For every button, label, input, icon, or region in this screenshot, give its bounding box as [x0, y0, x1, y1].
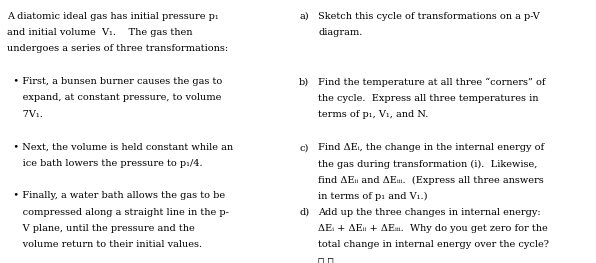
Text: Add up the three changes in internal energy:: Add up the three changes in internal ene…: [318, 208, 541, 217]
Text: total change in internal energy over the cycle?: total change in internal energy over the…: [318, 240, 550, 249]
Text: a): a): [299, 12, 309, 21]
Text: Sketch this cycle of transformations on a p-V: Sketch this cycle of transformations on …: [318, 12, 540, 21]
Text: Find the temperature at all three “corners” of: Find the temperature at all three “corne…: [318, 78, 546, 87]
Text: • Finally, a water bath allows the gas to be: • Finally, a water bath allows the gas t…: [7, 191, 225, 200]
Text: A diatomic ideal gas has initial pressure p₁: A diatomic ideal gas has initial pressur…: [7, 12, 219, 21]
Text: the cycle.  Express all three temperatures in: the cycle. Express all three temperature…: [318, 94, 539, 103]
Text: 7V₁.: 7V₁.: [7, 110, 43, 119]
Text: volume return to their initial values.: volume return to their initial values.: [7, 240, 202, 249]
Text: find ΔEᵢᵢ and ΔEᵢᵢᵢ.  (Express all three answers: find ΔEᵢᵢ and ΔEᵢᵢᵢ. (Express all three …: [318, 176, 544, 185]
Text: terms of p₁, V₁, and N.: terms of p₁, V₁, and N.: [318, 110, 429, 119]
Text: expand, at constant pressure, to volume: expand, at constant pressure, to volume: [7, 93, 222, 102]
Text: compressed along a straight line in the p-: compressed along a straight line in the …: [7, 208, 229, 216]
Text: • Next, the volume is held constant while an: • Next, the volume is held constant whil…: [7, 142, 233, 151]
Text: undergoes a series of three transformations:: undergoes a series of three transformati…: [7, 44, 228, 53]
Text: the gas during transformation (i).  Likewise,: the gas during transformation (i). Likew…: [318, 160, 538, 169]
Text: and initial volume  V₁.    The gas then: and initial volume V₁. The gas then: [7, 28, 193, 37]
Text: ❖ ❖: ❖ ❖: [318, 257, 334, 263]
Text: • First, a bunsen burner causes the gas to: • First, a bunsen burner causes the gas …: [7, 77, 222, 86]
Text: diagram.: diagram.: [318, 28, 362, 37]
Text: Find ΔEᵢ, the change in the internal energy of: Find ΔEᵢ, the change in the internal ene…: [318, 143, 544, 152]
Text: V plane, until the pressure and the: V plane, until the pressure and the: [7, 224, 195, 233]
Text: ice bath lowers the pressure to p₁/4.: ice bath lowers the pressure to p₁/4.: [7, 159, 203, 168]
Text: ΔEᵢ + ΔEᵢᵢ + ΔEᵢᵢᵢ.  Why do you get zero for the: ΔEᵢ + ΔEᵢᵢ + ΔEᵢᵢᵢ. Why do you get zero …: [318, 224, 548, 233]
Text: c): c): [299, 143, 309, 152]
Text: d): d): [299, 208, 309, 217]
Text: b): b): [299, 78, 309, 87]
Text: in terms of p₁ and V₁.): in terms of p₁ and V₁.): [318, 192, 428, 201]
